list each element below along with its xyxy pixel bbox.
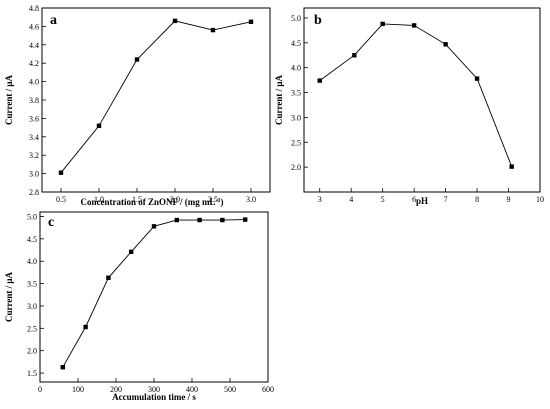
panel-b-x-tick-label: 5 xyxy=(381,195,385,204)
panel-a-x-axis-label-sup: -1 xyxy=(215,198,220,204)
panel-a-y-tick-label: 4.6 xyxy=(29,22,39,31)
panel-b-data-point xyxy=(317,78,322,83)
panel-b-x-tick-label: 4 xyxy=(349,195,353,204)
panel-b-x-tick-label: 3 xyxy=(318,195,322,204)
panel-a-data-point xyxy=(172,18,178,24)
panel-c-x-tick-label: 0 xyxy=(38,385,42,394)
panel-a-y-tick-label: 4.8 xyxy=(29,4,39,13)
panel-b-y-axis-label: Current / μA xyxy=(274,75,284,125)
panel-b-y-tick-label: 5.0 xyxy=(291,14,301,23)
panel-a-y-tick-label: 4.4 xyxy=(29,41,39,50)
panel-b-data-point xyxy=(380,21,385,27)
panel-a-x-tick-label: 3.0 xyxy=(246,195,256,204)
panel-c-data-point xyxy=(197,217,202,223)
panel-c-chart: c 1.5 2.0 2.5 3.0 3.5 4.0 4.5 5.0 0 100 200 300 400… xyxy=(4,211,274,402)
panel-b-data-point xyxy=(443,42,448,47)
panel-c-x-axis-label: Accumulation time / s xyxy=(112,392,196,402)
panel-c-y-tick-label: 4.5 xyxy=(27,235,37,244)
panel-c-series-line xyxy=(62,219,246,368)
panel-c-data-point xyxy=(83,324,88,330)
panel-c-x-tick-label: 300 xyxy=(148,385,160,394)
panel-a-x-tick-label: 1.5 xyxy=(132,195,142,204)
panel-b-series-line xyxy=(319,23,513,167)
panel-a-x-tick-label: 2.0 xyxy=(170,195,180,204)
panel-b-frame xyxy=(303,7,541,193)
panel-c-data-point xyxy=(243,217,248,222)
panel-a-chart: a 2.8 3.0 3.2 3.4 3.6 3.8 4.0 4.2 4.4 4.6 4.8 0.5 1… xyxy=(4,4,271,207)
panel-b-y-tick-label: 4.0 xyxy=(291,64,301,73)
panel-c-y-tick-label: 2.0 xyxy=(27,347,37,356)
panel-b-x-axis-label: pH xyxy=(416,196,428,206)
panel-c-y-axis-label: Current / μA xyxy=(4,272,14,322)
panel-c-y-tick-label: 3.0 xyxy=(27,302,37,311)
panel-b-chart: b 2.0 2.5 3.0 3.5 4.0 4.5 5.0 3 4 5 6 7 8 9 10 pH Cur… xyxy=(274,7,544,206)
panel-c-data-point xyxy=(106,275,111,280)
panel-a-y-tick-label: 3.4 xyxy=(29,133,39,142)
panel-b-y-tick-label: 2.0 xyxy=(291,163,301,172)
panel-c-x-tick-label: 500 xyxy=(224,385,236,394)
panel-b-x-tick-label: 7 xyxy=(444,195,448,204)
panel-a-y-tick-label: 3.0 xyxy=(29,170,39,179)
panel-c-y-tick-label: 4.0 xyxy=(27,257,37,266)
panel-a-y-tick-label: 3.2 xyxy=(29,151,39,160)
panel-a-y-axis-label: Current / μA xyxy=(4,75,14,125)
panel-b-x-tick-label: 9 xyxy=(507,195,511,204)
panel-a-data-point xyxy=(134,57,140,62)
panel-c-frame xyxy=(39,211,269,383)
panel-a-y-tick-label: 4.2 xyxy=(29,59,39,68)
panel-b-data-point xyxy=(411,23,417,28)
panel-c-x-tick-label: 200 xyxy=(110,385,122,394)
panel-a-x-axis-label: Concentration of ZnONF / (mg mL-1) xyxy=(81,197,224,207)
panel-a-data-point xyxy=(210,27,216,33)
panel-c-letter: c xyxy=(48,215,54,230)
panel-b-letter: b xyxy=(314,13,322,28)
panel-a-x-axis-label-close: ) xyxy=(220,197,223,207)
panel-c-data-point xyxy=(220,217,225,223)
panel-a-frame xyxy=(41,7,271,193)
panel-b-data-point xyxy=(474,76,480,81)
panel-c-y-tick-label: 5.0 xyxy=(27,212,37,221)
panel-c-y-tick-label: 2.5 xyxy=(27,324,37,333)
panel-b-x-tick-label: 6 xyxy=(412,195,416,204)
panel-a-y-tick-label: 3.8 xyxy=(29,96,39,105)
panel-b-y-tick-label: 3.5 xyxy=(291,89,301,98)
panel-a-series-line xyxy=(60,20,252,173)
panel-c-x-tick-label: 400 xyxy=(186,385,198,394)
panel-c-data-point xyxy=(129,249,134,255)
panel-b-y-tick-label: 2.5 xyxy=(291,138,301,147)
panel-a-x-tick-label: 1.0 xyxy=(94,195,104,204)
panel-b-x-tick-label: 10 xyxy=(536,195,544,204)
panel-c-data-point xyxy=(174,217,179,223)
panel-a-data-point xyxy=(58,170,64,175)
panel-b-x-tick-label: 8 xyxy=(475,195,479,204)
panel-a-y-tick-label: 4.0 xyxy=(29,78,39,87)
panel-b-data-point xyxy=(509,164,514,169)
panel-b-y-tick-label: 3.0 xyxy=(291,113,301,122)
panel-a-y-tick-label: 3.6 xyxy=(29,114,39,123)
panel-c-y-tick-label: 3.5 xyxy=(27,280,37,289)
panel-a-data-point xyxy=(248,19,254,24)
panel-b-y-tick-label: 4.5 xyxy=(291,39,301,48)
panel-c-x-tick-label: 100 xyxy=(72,385,84,394)
panel-a-y-tick-label: 2.8 xyxy=(29,188,39,197)
panel-c-data-point xyxy=(151,224,157,229)
panel-a-x-tick-label: 2.5 xyxy=(208,195,218,204)
panel-c-data-point xyxy=(60,365,65,370)
panel-a-x-axis-label-main: Concentration of ZnONF / (mg mL xyxy=(81,197,216,207)
panel-b-data-point xyxy=(352,53,357,58)
panel-a-data-point xyxy=(96,123,102,128)
panel-c-x-tick-label: 600 xyxy=(262,385,274,394)
panel-a-letter: a xyxy=(50,13,57,28)
panel-c-y-tick-label: 1.5 xyxy=(27,369,37,378)
panel-a-x-tick-label: 0.5 xyxy=(56,195,66,204)
